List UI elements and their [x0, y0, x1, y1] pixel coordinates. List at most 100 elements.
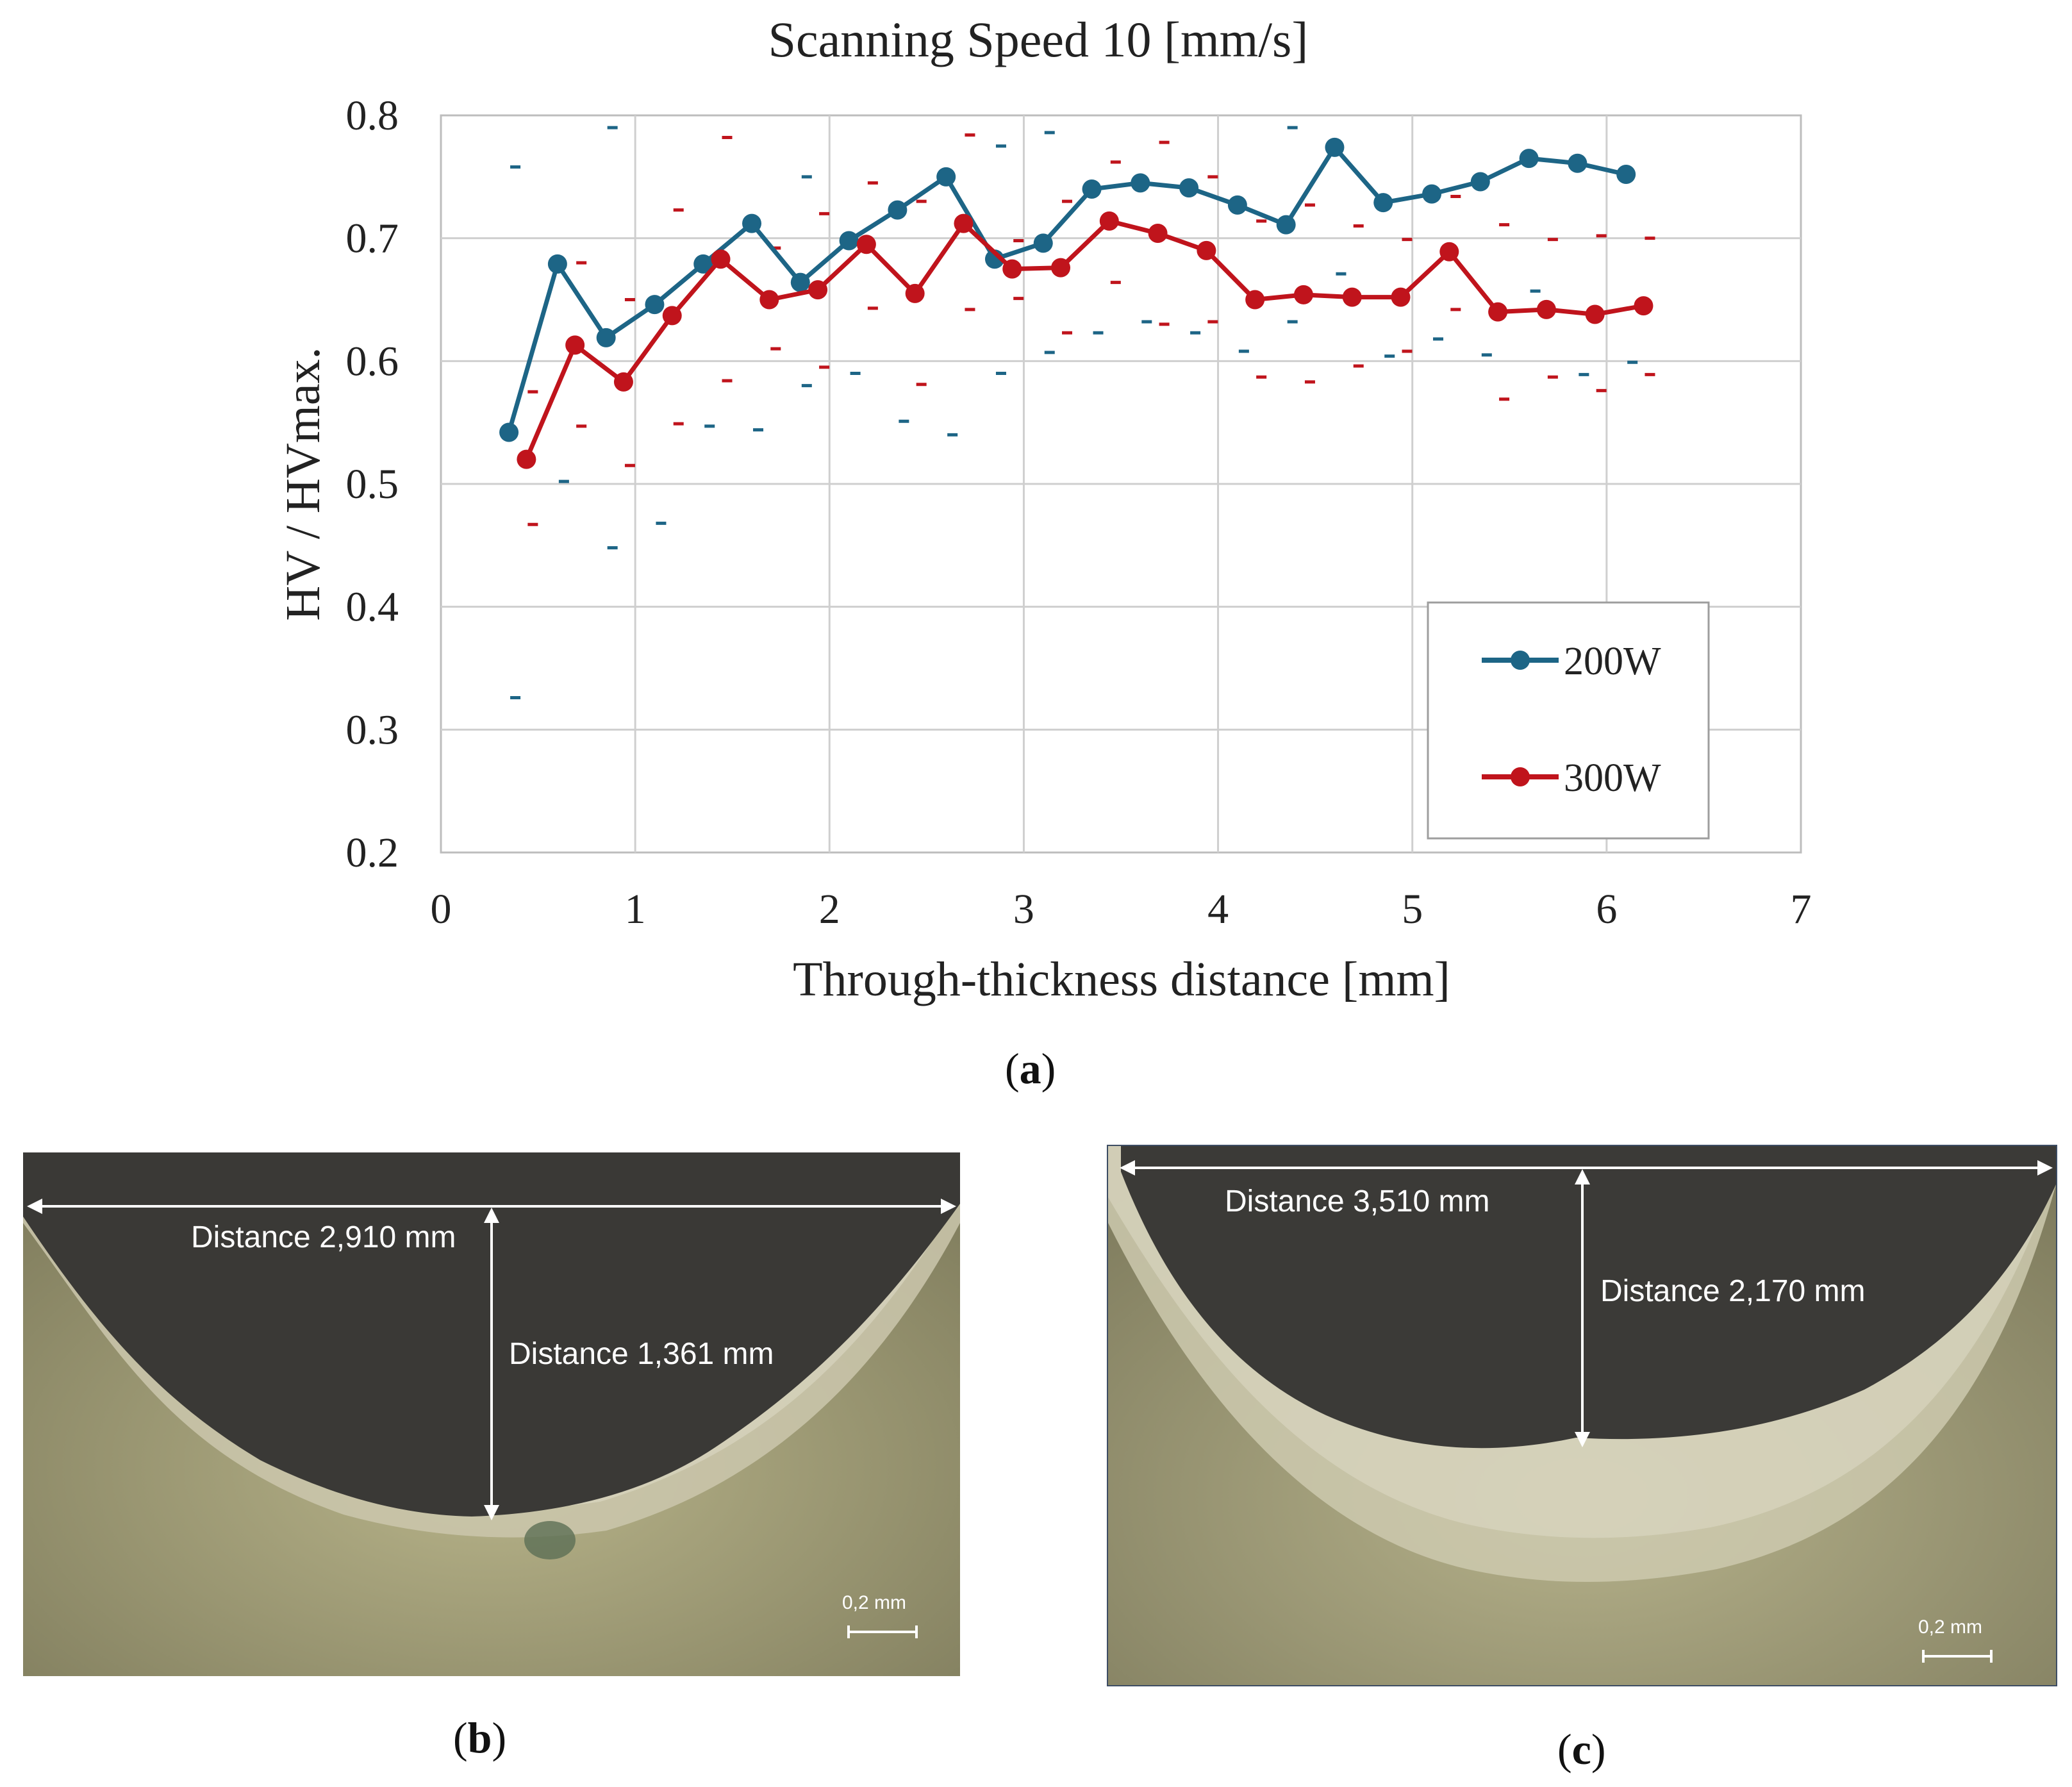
data-point-200W: [1033, 233, 1053, 253]
data-point-300W: [954, 213, 974, 233]
data-point-200W: [1373, 193, 1393, 213]
legend-200w-label: 200W: [1564, 640, 1661, 683]
x-tick-label: 7: [1791, 886, 1812, 933]
data-point-300W: [1148, 224, 1168, 243]
scale-bar-label: 0,2 mm: [842, 1592, 906, 1613]
data-point-300W: [1099, 211, 1119, 231]
data-point-300W: [1391, 287, 1411, 307]
x-tick-label: 1: [625, 886, 646, 933]
depth-arrow-bottom: [1575, 1432, 1590, 1447]
data-point-300W: [1439, 242, 1459, 262]
width-arrow-left: [1120, 1160, 1135, 1176]
data-point-300W: [565, 335, 585, 355]
y-tick-label: 0.3: [346, 706, 399, 753]
data-point-300W: [1536, 299, 1556, 319]
data-point-200W: [1422, 184, 1442, 204]
x-axis-label: Through-thickness distance [mm]: [793, 952, 1450, 1006]
data-point-300W: [613, 372, 633, 392]
data-point-200W: [1568, 153, 1587, 173]
data-point-300W: [1342, 287, 1362, 307]
x-tick-label: 3: [1013, 886, 1034, 933]
y-tick-label: 0.5: [346, 461, 399, 508]
x-tick-label: 4: [1207, 886, 1229, 933]
x-tick-label: 2: [819, 886, 840, 933]
depth-label: Distance 1,361 mm: [509, 1337, 774, 1371]
y-axis-label: HV / HVmax.: [276, 347, 330, 620]
data-point-300W: [1002, 259, 1022, 279]
data-point-200W: [888, 200, 908, 220]
data-point-200W: [1227, 195, 1247, 215]
data-point-200W: [1082, 179, 1102, 199]
legend-300w-label: 300W: [1564, 756, 1661, 800]
x-tick-label: 6: [1596, 886, 1617, 933]
data-point-200W: [693, 254, 713, 274]
scale-bar-label: 0,2 mm: [1918, 1617, 1982, 1638]
data-point-200W: [1276, 215, 1296, 235]
porosity-spot: [524, 1521, 576, 1559]
data-point-300W: [1488, 302, 1508, 322]
y-tick-label: 0.8: [346, 92, 399, 139]
width-label: Distance 2,910 mm: [191, 1220, 456, 1254]
data-point-300W: [808, 280, 828, 300]
legend-200w-marker: [1511, 651, 1530, 670]
legend-300w-marker: [1511, 767, 1530, 786]
data-point-200W: [1325, 137, 1345, 157]
data-point-200W: [1616, 165, 1636, 184]
legend: 200W 300W: [1427, 601, 1710, 840]
data-point-200W: [547, 254, 567, 274]
data-point-300W: [517, 449, 536, 469]
data-point-200W: [790, 272, 810, 292]
data-point-300W: [1245, 290, 1265, 310]
caption-b: (b): [453, 1713, 507, 1762]
x-tick-label: 0: [431, 886, 452, 933]
hardness-profile-chart: Scanning Speed 10 [mm/s] 0.2 0.3 0.4 0.5 0.6…: [276, 12, 1812, 1006]
data-point-200W: [936, 167, 956, 187]
depth-label: Distance 2,170 mm: [1600, 1274, 1866, 1308]
depth-arrow-top: [1575, 1169, 1590, 1184]
data-point-300W: [1293, 285, 1313, 304]
y-tick-label: 0.7: [346, 215, 399, 262]
caption-a-letter: a: [1019, 1044, 1041, 1093]
x-tick-labels: 0 1 2 3 4 5 6 7: [431, 886, 1812, 933]
y-tick-label: 0.6: [346, 338, 399, 385]
caption-a: (a): [1005, 1044, 1056, 1093]
data-point-300W: [905, 283, 925, 303]
data-point-300W: [1197, 240, 1216, 260]
data-point-300W: [662, 306, 682, 326]
caption-c-letter: c: [1571, 1725, 1591, 1774]
data-point-300W: [711, 249, 731, 269]
data-point-300W: [759, 290, 779, 310]
depth-arrow-top: [484, 1208, 499, 1223]
data-point-200W: [1519, 149, 1539, 169]
micrograph-b: Distance 2,910 mm Distance 1,361 mm 0,2 …: [23, 1152, 960, 1676]
caption-b-letter: b: [467, 1713, 492, 1762]
micrograph-b-image: Distance 2,910 mm Distance 1,361 mm 0,2 …: [23, 1152, 960, 1676]
chart-title: Scanning Speed 10 [mm/s]: [768, 12, 1309, 67]
caption-c: (c): [1557, 1725, 1606, 1774]
x-tick-label: 5: [1402, 886, 1423, 933]
y-tick-label: 0.4: [346, 584, 399, 631]
data-series: [499, 137, 1653, 469]
data-point-200W: [596, 328, 616, 347]
data-point-200W: [839, 231, 859, 251]
data-point-200W: [499, 422, 519, 442]
width-label: Distance 3,510 mm: [1225, 1184, 1490, 1218]
y-tick-labels: 0.2 0.3 0.4 0.5 0.6 0.7 0.8: [346, 92, 399, 876]
micrograph-c-image: Distance 3,510 mm Distance 2,170 mm 0,2 …: [1108, 1146, 2056, 1685]
melt-pool-cavity: [1121, 1146, 2056, 1449]
data-point-200W: [742, 213, 762, 233]
data-point-200W: [1179, 178, 1199, 198]
data-point-300W: [856, 235, 876, 254]
data-point-300W: [1051, 258, 1071, 278]
width-arrow-right: [941, 1199, 956, 1214]
width-arrow-left: [27, 1199, 42, 1214]
data-point-200W: [1131, 173, 1150, 193]
micrograph-c: Distance 3,510 mm Distance 2,170 mm 0,2 …: [1107, 1145, 2057, 1686]
data-point-300W: [1585, 304, 1605, 324]
data-point-200W: [1470, 172, 1490, 192]
data-point-300W: [1634, 296, 1653, 316]
legend-box: [1427, 601, 1710, 840]
y-tick-label: 0.2: [346, 829, 399, 876]
series-line-300W: [524, 219, 1645, 461]
width-arrow-right: [2037, 1160, 2053, 1176]
